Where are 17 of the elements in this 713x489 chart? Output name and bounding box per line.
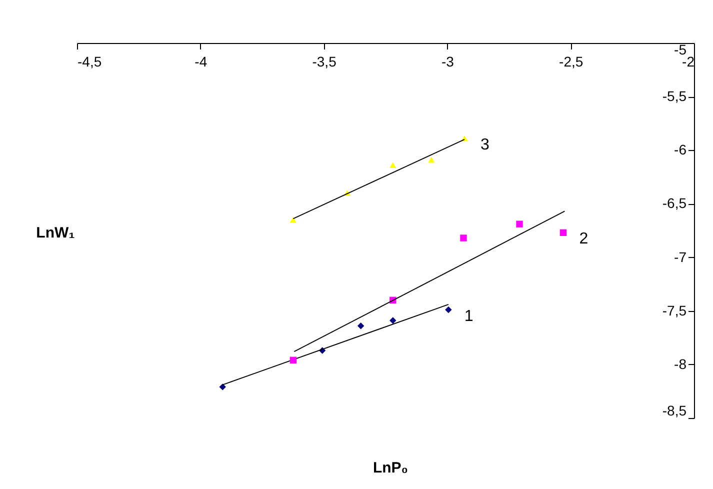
x-tick-label: -4 bbox=[194, 54, 208, 70]
x-tick-label: -3 bbox=[441, 54, 454, 70]
y-tick-label: -5,5 bbox=[662, 88, 687, 104]
y-tick-label: -8 bbox=[674, 356, 687, 372]
x-axis-title: LnP₀ bbox=[372, 460, 408, 476]
y-tick-label: -6 bbox=[674, 142, 687, 158]
y-tick-label: -6,5 bbox=[662, 195, 687, 212]
y-axis-title: LnW₁ bbox=[36, 224, 75, 242]
y-tick-label: -8,5 bbox=[662, 402, 687, 418]
x-tick-label: -3,5 bbox=[312, 54, 337, 70]
series-label: 3 bbox=[480, 136, 490, 154]
series-label: 1 bbox=[464, 308, 474, 325]
y-tick-label: -7,5 bbox=[662, 302, 687, 318]
y-tick-label: -7 bbox=[674, 248, 687, 265]
series-label: 2 bbox=[579, 230, 588, 248]
x-tick-label: -2,5 bbox=[559, 54, 584, 70]
x-tick-label: -4,5 bbox=[78, 54, 102, 70]
